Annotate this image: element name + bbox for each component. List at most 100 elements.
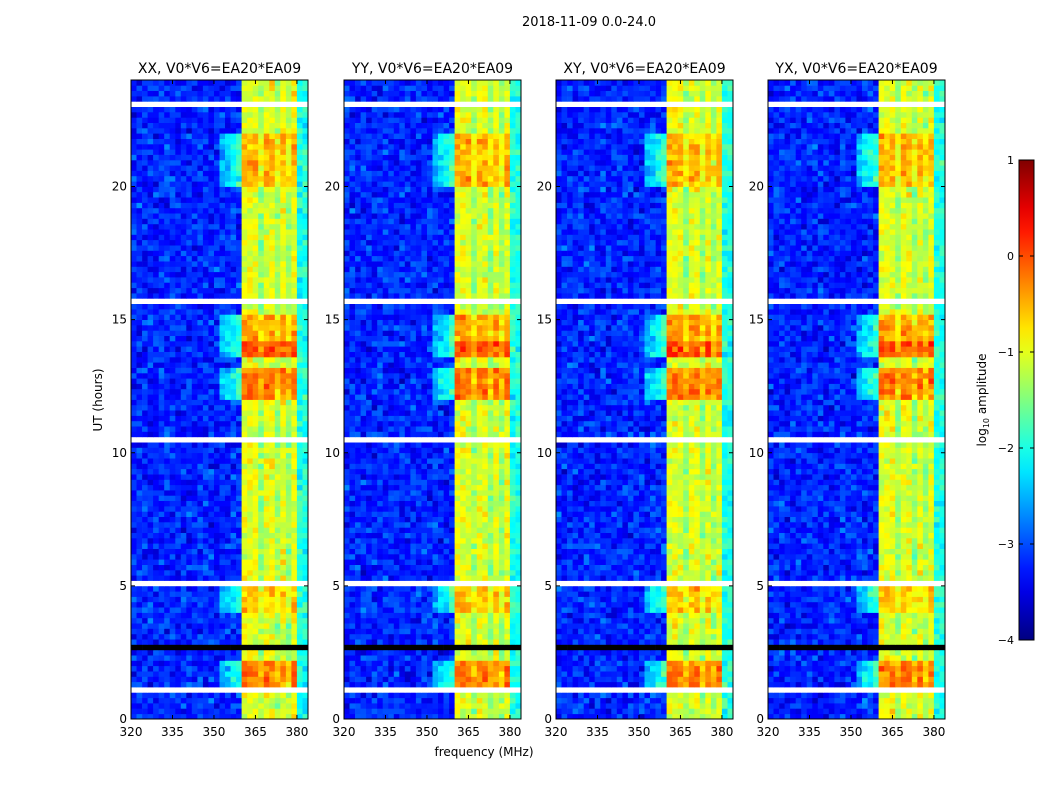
heatmap-cell [280, 245, 287, 251]
heatmap-cell [214, 713, 220, 720]
heatmap-cell [274, 362, 281, 368]
heatmap-cell [366, 681, 372, 688]
heatmap-cell [285, 553, 292, 560]
heatmap-cell [164, 255, 171, 262]
heatmap-cell [175, 239, 182, 246]
heatmap-cell [164, 639, 171, 645]
heatmap-cell [427, 703, 433, 709]
heatmap-cell [291, 202, 298, 209]
heatmap-cell [498, 713, 505, 720]
heatmap-cell [280, 559, 287, 565]
heatmap-cell [225, 484, 231, 491]
heatmap-cell [388, 697, 395, 704]
heatmap-cell [147, 484, 154, 491]
heatmap-cell [258, 436, 265, 443]
x-tick-label: 350 [203, 725, 226, 739]
heatmap-cell [153, 335, 159, 342]
heatmap-cell [175, 277, 182, 283]
heatmap-cell [355, 580, 361, 587]
heatmap-cell [202, 388, 209, 395]
heatmap-cell [158, 191, 165, 198]
heatmap-cell [147, 367, 154, 374]
heatmap-cell [202, 394, 209, 400]
heatmap-cell [247, 191, 254, 198]
heatmap-cell [263, 356, 270, 363]
heatmap-cell [241, 117, 248, 123]
heatmap-cell [153, 660, 159, 667]
heatmap-cell [269, 159, 276, 166]
heatmap-cell [191, 165, 198, 171]
heatmap-cell [285, 506, 292, 512]
heatmap-cell [302, 585, 309, 592]
heatmap-cell [421, 639, 428, 645]
heatmap-cell [515, 569, 522, 576]
heatmap-cell [219, 314, 226, 320]
heatmap-cell [230, 399, 237, 406]
heatmap-cell [269, 484, 276, 491]
heatmap-cell [241, 223, 248, 230]
heatmap-cell [438, 543, 444, 549]
heatmap-cell [393, 692, 400, 699]
heatmap-cell [454, 660, 461, 667]
heatmap-cell [280, 442, 287, 448]
heatmap-cell [509, 687, 516, 693]
heatmap-cell [371, 671, 378, 677]
heatmap-cell [136, 165, 143, 171]
heatmap-cell [191, 335, 198, 342]
heatmap-cell [366, 697, 372, 704]
heatmap-cell [208, 127, 215, 134]
heatmap-cell [208, 665, 215, 672]
heatmap-cell [371, 553, 378, 560]
heatmap-cell [269, 431, 276, 438]
heatmap-cell [197, 522, 204, 528]
heatmap-cell [142, 527, 148, 533]
heatmap-cell [280, 479, 287, 486]
heatmap-cell [153, 309, 159, 315]
heatmap-cell [291, 468, 298, 475]
heatmap-cell [219, 186, 226, 193]
heatmap-cell [493, 660, 500, 667]
heatmap-cell [142, 559, 148, 565]
heatmap-cell [186, 687, 193, 693]
heatmap-cell [454, 676, 461, 683]
heatmap-cell [355, 596, 361, 603]
heatmap-cell [515, 601, 522, 608]
heatmap-cell [208, 325, 215, 331]
heatmap-cell [180, 452, 187, 459]
heatmap-cell [147, 500, 154, 507]
heatmap-cell [197, 159, 204, 166]
heatmap-cell [142, 213, 148, 219]
heatmap-cell [504, 708, 511, 715]
heatmap-cell [404, 628, 411, 635]
heatmap-cell [285, 426, 292, 432]
heatmap-cell [230, 607, 237, 613]
heatmap-cell [236, 346, 242, 352]
heatmap-cell [202, 346, 209, 352]
heatmap-cell [202, 85, 209, 91]
heatmap-cell [131, 404, 137, 411]
heatmap-cell [158, 612, 165, 619]
heatmap-cell [219, 266, 226, 273]
heatmap-cell [410, 639, 417, 645]
heatmap-cell [515, 676, 522, 683]
heatmap-cell [158, 399, 165, 406]
heatmap-cell [274, 410, 281, 416]
heatmap-cell [169, 319, 176, 326]
heatmap-cell [186, 506, 193, 512]
heatmap-cell [225, 367, 231, 374]
heatmap-cell [208, 468, 215, 475]
heatmap-cell [175, 681, 182, 688]
heatmap-cell [454, 639, 461, 645]
heatmap-cell [247, 277, 254, 283]
heatmap-cell [175, 511, 182, 517]
heatmap-cell [302, 639, 309, 645]
heatmap-cell [498, 623, 505, 629]
heatmap-cell [247, 213, 254, 219]
heatmap-cell [449, 703, 455, 709]
heatmap-cell [147, 687, 154, 693]
heatmap-cell [142, 351, 148, 358]
heatmap-cell [296, 442, 303, 448]
heatmap-cell [208, 165, 215, 171]
heatmap-cell [410, 623, 417, 629]
heatmap-cell [136, 676, 143, 683]
